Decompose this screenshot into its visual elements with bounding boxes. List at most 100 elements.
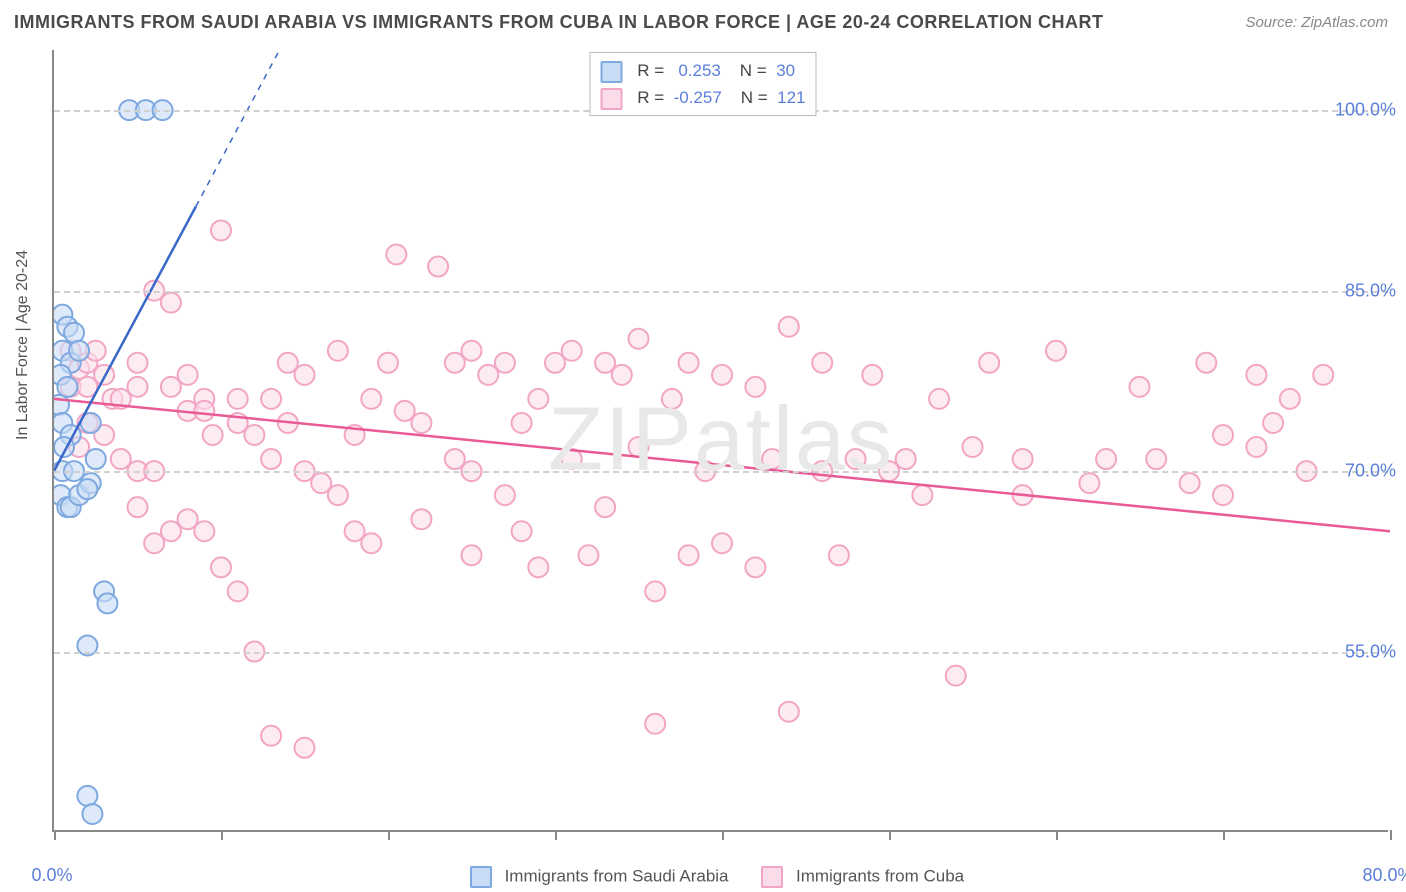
data-point-cuba — [662, 389, 682, 409]
data-point-cuba — [528, 557, 548, 577]
data-point-cuba — [94, 365, 114, 385]
data-point-cuba — [812, 353, 832, 373]
y-tick-label: 100.0% — [1335, 100, 1396, 121]
data-point-cuba — [462, 545, 482, 565]
data-point-cuba — [194, 521, 214, 541]
x-tick — [388, 830, 390, 840]
data-point-cuba — [462, 341, 482, 361]
data-point-cuba — [1096, 449, 1116, 469]
data-point-saudi — [77, 479, 97, 499]
source-attribution: Source: ZipAtlas.com — [1245, 14, 1388, 31]
data-point-saudi — [64, 323, 84, 343]
data-point-cuba — [295, 365, 315, 385]
x-tick — [221, 830, 223, 840]
data-point-cuba — [244, 425, 264, 445]
data-point-cuba — [161, 293, 181, 313]
data-point-saudi — [86, 449, 106, 469]
data-point-cuba — [1213, 425, 1233, 445]
r-value-cuba: -0.257 — [674, 88, 722, 107]
y-tick-label: 85.0% — [1345, 280, 1396, 301]
data-point-cuba — [712, 533, 732, 553]
x-tick — [555, 830, 557, 840]
data-point-cuba — [629, 329, 649, 349]
x-tick — [889, 830, 891, 840]
data-point-cuba — [645, 714, 665, 734]
legend-label-saudi: Immigrants from Saudi Arabia — [505, 866, 729, 885]
data-point-cuba — [528, 389, 548, 409]
data-point-cuba — [912, 485, 932, 505]
chart-container: IMMIGRANTS FROM SAUDI ARABIA VS IMMIGRAN… — [0, 0, 1406, 892]
data-point-cuba — [512, 413, 532, 433]
data-point-cuba — [128, 497, 148, 517]
data-point-cuba — [679, 353, 699, 373]
x-tick — [722, 830, 724, 840]
legend-label-cuba: Immigrants from Cuba — [796, 866, 964, 885]
data-point-cuba — [963, 437, 983, 457]
data-point-cuba — [1213, 485, 1233, 505]
x-tick — [1223, 830, 1225, 840]
data-point-saudi — [82, 804, 102, 824]
data-point-cuba — [211, 557, 231, 577]
data-point-cuba — [194, 401, 214, 421]
data-point-cuba — [361, 389, 381, 409]
data-point-cuba — [629, 437, 649, 457]
data-point-cuba — [979, 353, 999, 373]
data-point-cuba — [829, 545, 849, 565]
data-point-cuba — [1196, 353, 1216, 373]
data-point-cuba — [203, 425, 223, 445]
data-point-cuba — [261, 449, 281, 469]
series-legend: Immigrants from Saudi Arabia Immigrants … — [0, 866, 1406, 888]
data-point-cuba — [261, 726, 281, 746]
data-point-saudi — [69, 341, 89, 361]
data-point-cuba — [762, 449, 782, 469]
data-point-cuba — [178, 365, 198, 385]
x-tick — [1056, 830, 1058, 840]
data-point-cuba — [128, 353, 148, 373]
data-point-cuba — [1246, 365, 1266, 385]
r-label: R = — [637, 88, 664, 107]
chart-title: IMMIGRANTS FROM SAUDI ARABIA VS IMMIGRAN… — [14, 12, 1104, 33]
data-point-cuba — [929, 389, 949, 409]
y-tick-label: 70.0% — [1345, 461, 1396, 482]
data-point-cuba — [1313, 365, 1333, 385]
data-point-cuba — [1280, 389, 1300, 409]
trend-line-cuba — [54, 399, 1390, 531]
legend-row-cuba: R = -0.257 N = 121 — [601, 84, 806, 111]
y-tick-label: 55.0% — [1345, 641, 1396, 662]
gridline-h — [54, 291, 1388, 293]
r-label: R = — [637, 61, 664, 80]
data-point-cuba — [328, 485, 348, 505]
data-point-cuba — [1180, 473, 1200, 493]
x-tick-label: 0.0% — [31, 865, 72, 886]
data-point-cuba — [512, 521, 532, 541]
data-point-cuba — [495, 485, 515, 505]
data-point-cuba — [946, 666, 966, 686]
data-point-cuba — [1130, 377, 1150, 397]
data-point-cuba — [679, 545, 699, 565]
x-tick-label: 80.0% — [1362, 865, 1406, 886]
data-point-cuba — [295, 738, 315, 758]
data-point-cuba — [361, 533, 381, 553]
data-point-cuba — [1079, 473, 1099, 493]
data-point-saudi — [57, 377, 77, 397]
data-point-cuba — [228, 389, 248, 409]
data-point-cuba — [612, 365, 632, 385]
n-label: N = — [740, 61, 767, 80]
data-point-cuba — [1246, 437, 1266, 457]
data-point-cuba — [1263, 413, 1283, 433]
data-point-cuba — [779, 702, 799, 722]
data-point-cuba — [578, 545, 598, 565]
data-point-cuba — [128, 377, 148, 397]
x-tick — [1390, 830, 1392, 840]
n-value-cuba: 121 — [777, 88, 805, 107]
data-point-saudi — [77, 786, 97, 806]
gridline-h — [54, 652, 1388, 654]
legend-swatch-cuba — [601, 88, 623, 110]
data-point-cuba — [428, 257, 448, 277]
n-value-saudi: 30 — [776, 61, 795, 80]
data-point-cuba — [745, 377, 765, 397]
data-point-cuba — [378, 353, 398, 373]
data-point-cuba — [328, 341, 348, 361]
data-point-cuba — [779, 317, 799, 337]
trend-line-dashed-saudi — [196, 50, 280, 206]
